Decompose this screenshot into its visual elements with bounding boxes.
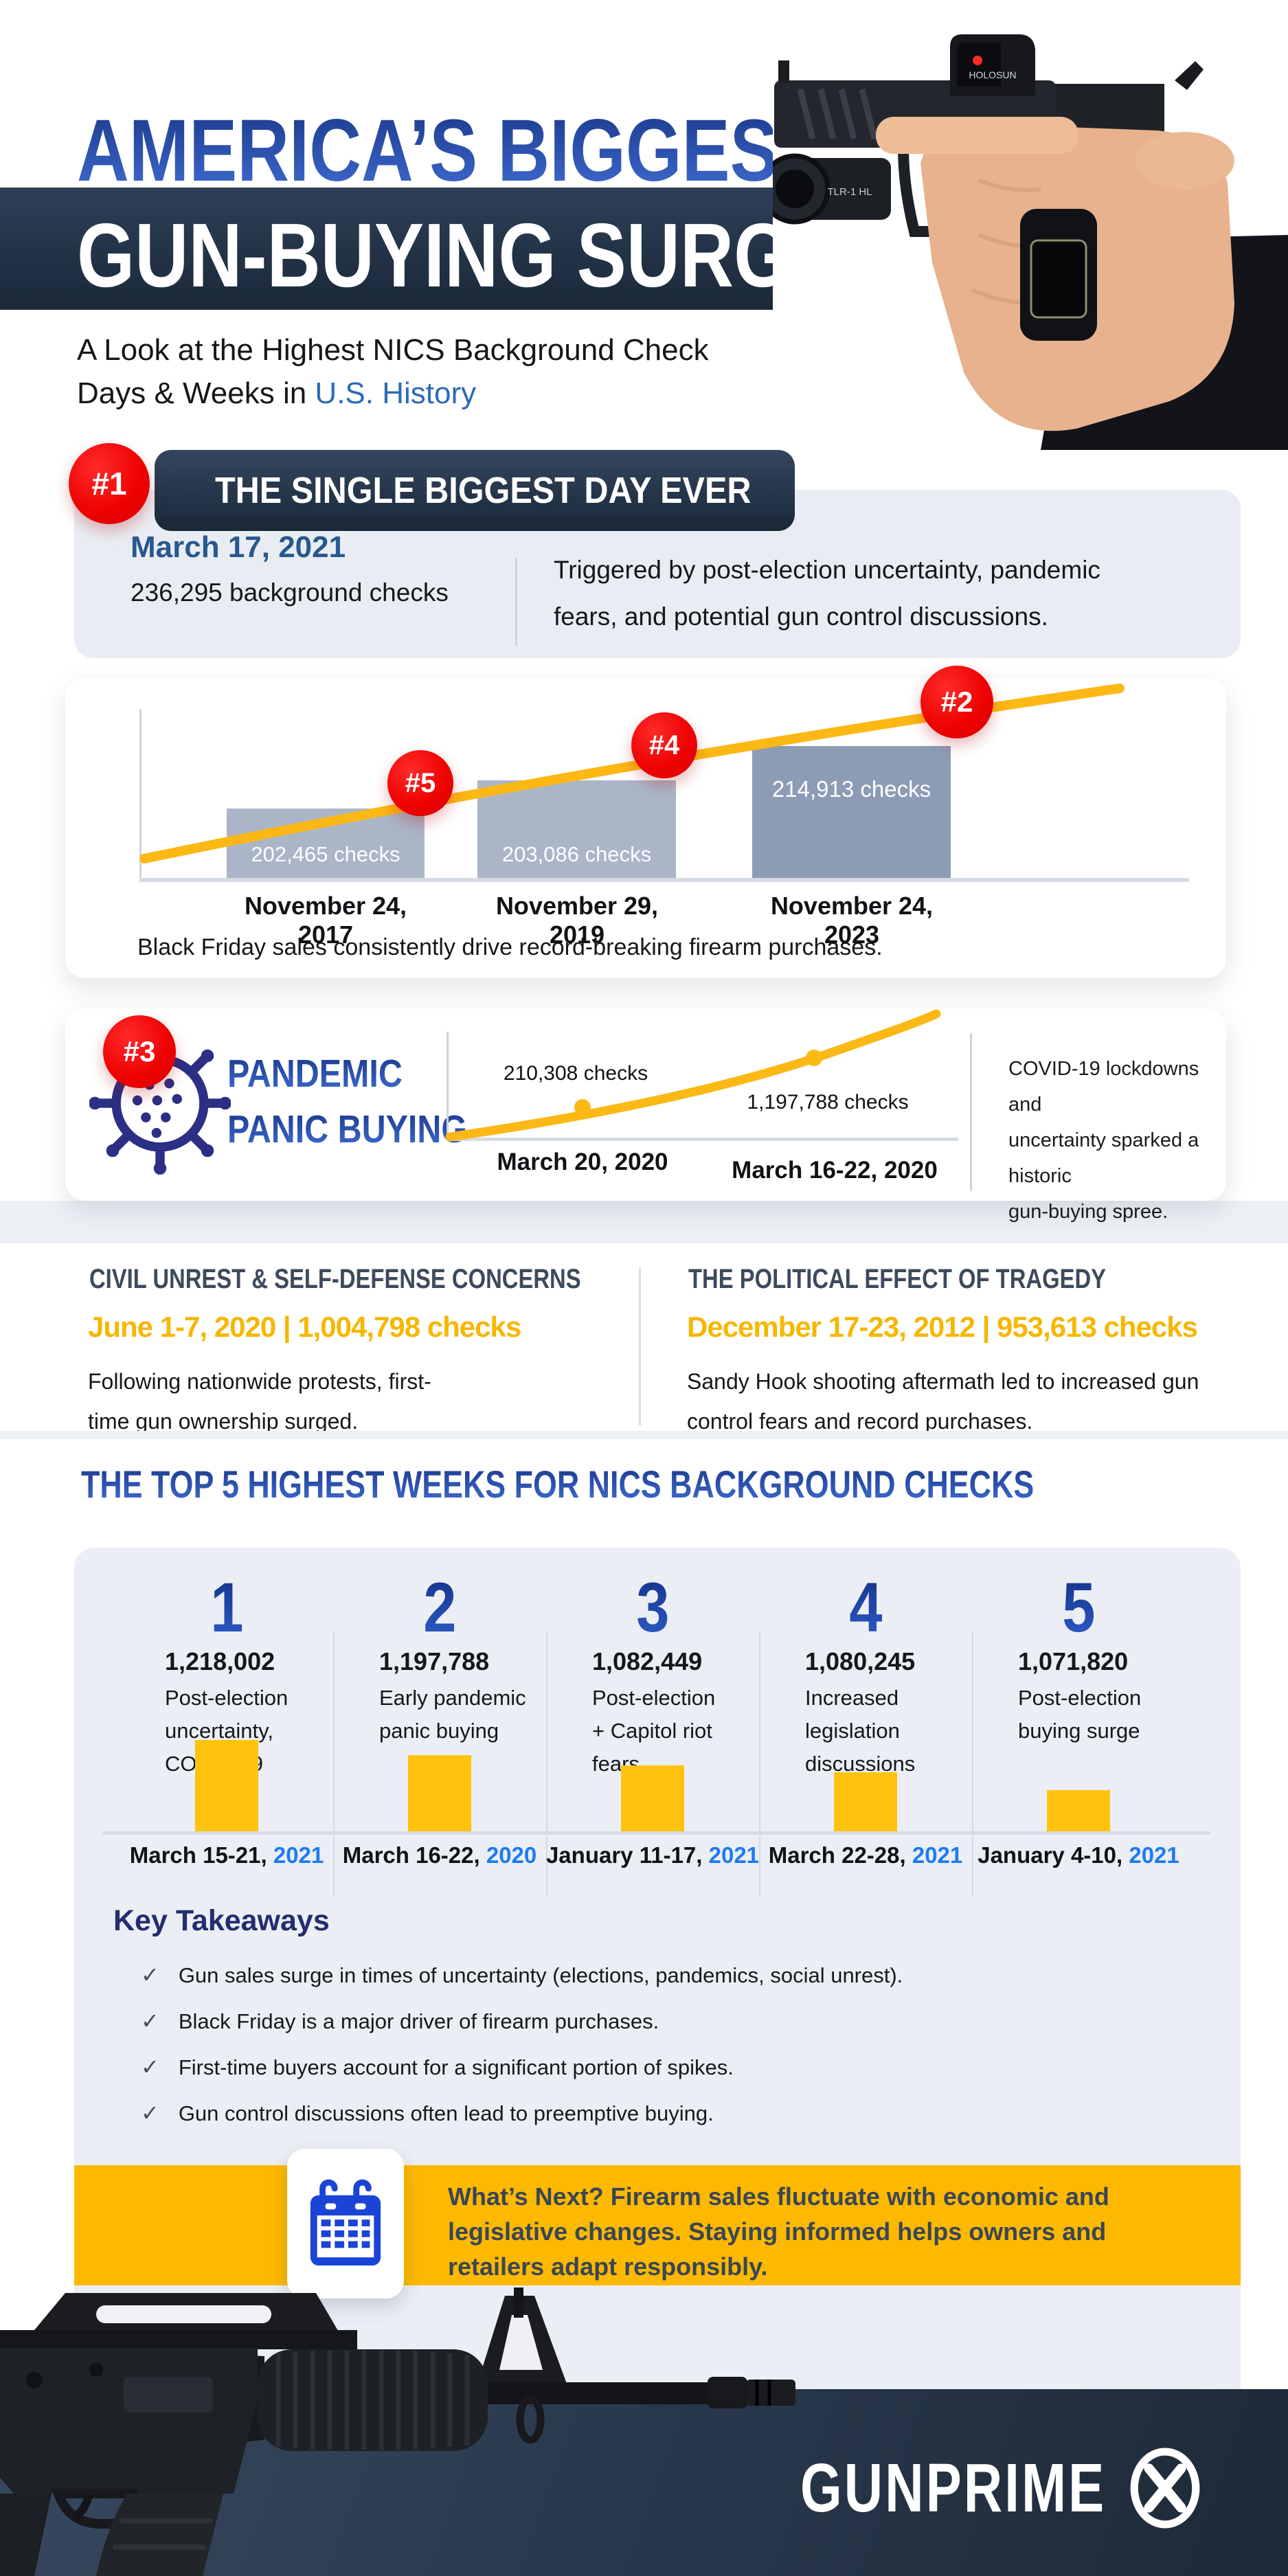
top5-rank-5: 5 — [1061, 1568, 1096, 1647]
sight-brand-label: HOLOSUN — [969, 69, 1016, 80]
top5-bar-5 — [1047, 1790, 1110, 1831]
check-icon: ✓ — [141, 2055, 159, 2079]
pandemic-point1-label: 210,308 checks — [503, 1062, 648, 1085]
bf-date-2019: November 29, 2019 — [495, 892, 659, 949]
rank-5-badge: #5 — [387, 750, 453, 816]
top5-col-2: 1,197,788 Early pandemic panic buying — [379, 1647, 526, 1743]
top5-date-4: March 22-28, 2021 — [768, 1842, 963, 1868]
top5-col-3: 1,082,449 Post-election + Capitol riot fea… — [592, 1647, 716, 1776]
top5-date-1: March 15-21, 2021 — [129, 1842, 324, 1868]
top5-bar-2 — [408, 1755, 471, 1831]
takeaway-item-2: ✓ Black Friday is a major driver of firea… — [141, 2009, 659, 2033]
event-right-stat: December 17-23, 2012 | 953,613 checks — [687, 1311, 1198, 1343]
pandemic-y-axis — [447, 1032, 449, 1140]
brand-icon — [1130, 2448, 1200, 2529]
bf-bar-2023-label: 214,913 checks — [771, 776, 931, 802]
pistol-illustration: TLR-1 HL HOLOSUN — [759, 34, 1288, 450]
section-gap-strip — [0, 1201, 1288, 1243]
takeaway-item-3: ✓ First-time buyers account for a signifi… — [141, 2055, 734, 2079]
rifle-illustration — [0, 2287, 795, 2576]
calendar-icon — [310, 2179, 381, 2266]
brand-name: GUNPRIME — [800, 2449, 1107, 2527]
pandemic-card: PANDEMIC PANIC BUYING 210,308 checks 1,1… — [65, 1008, 1226, 1223]
events-divider — [639, 1267, 641, 1425]
page-title-line1: AMERICA’S BIGGEST — [77, 102, 822, 200]
whats-next-banner — [74, 2165, 1241, 2285]
subtitle-line1: A Look at the Highest NICS Background Ch… — [77, 333, 709, 367]
takeaway-item-4: ✓ Gun control discussions often lead to p… — [141, 2101, 714, 2125]
top5-bar-3 — [621, 1765, 684, 1831]
pandemic-point1-date: March 20, 2020 — [497, 1149, 668, 1175]
check-icon: ✓ — [141, 2009, 159, 2033]
single-day-date: March 17, 2021 — [131, 530, 346, 564]
bf-bar-2019-label: 203,086 checks — [501, 842, 652, 866]
bf-bar-2023: 214,913 checks — [752, 746, 951, 878]
whats-next-text: What’s Next? Firearm sales fluctuate wit… — [448, 2182, 1109, 2281]
page-title-line2: GUN-BUYING SURGES — [77, 205, 891, 306]
rank-2-badge: #2 — [920, 666, 993, 738]
check-icon: ✓ — [141, 1963, 159, 1987]
black-friday-card: 202,465 checks 203,086 checks 214,913 ch… — [65, 679, 1226, 978]
top5-col-4: 1,080,245 Increased legislation discussion… — [805, 1647, 916, 1776]
top5-rank-2: 2 — [422, 1568, 457, 1647]
event-right-heading: THE POLITICAL EFFECT OF TRAGEDY — [688, 1264, 1107, 1294]
single-day-stat: 236,295 background checks — [131, 578, 449, 607]
rifle-photo — [0, 2287, 824, 2576]
event-left-body: Following nationwide protests, first- ti… — [88, 1369, 431, 1434]
pandemic-point2-label: 1,197,788 checks — [747, 1091, 909, 1114]
subtitle-line2: Days & Weeks in U.S. History — [77, 376, 477, 410]
rank-1-badge: #1 — [69, 443, 150, 524]
bf-date-2023: November 24, 2023 — [770, 892, 934, 949]
single-day-pill: THE SINGLE BIGGEST DAY EVER — [155, 450, 795, 531]
top5-col-5: 1,071,820 Post-election buying surge — [1018, 1647, 1142, 1743]
bf-bar-2017-label: 202,465 checks — [251, 842, 400, 866]
rank-4-badge: #4 — [631, 712, 697, 778]
section-gap-strip-2 — [0, 1431, 1288, 1439]
takeaway-item-1: ✓ Gun sales surge in times of uncertainty… — [141, 1963, 903, 1987]
event-right-body: Sandy Hook shooting aftermath led to inc… — [687, 1369, 1199, 1434]
top5-date-3: January 11-17, 2021 — [545, 1842, 760, 1868]
top5-date-5: January 4-10, 2021 — [978, 1842, 1179, 1868]
subtitle: A Look at the Highest NICS Background Ch… — [77, 328, 709, 415]
top5-date-2: March 16-22, 2020 — [342, 1842, 537, 1868]
pandemic-divider — [970, 1033, 972, 1191]
top5-rank-4: 4 — [848, 1568, 883, 1647]
single-day-pill-title: THE SINGLE BIGGEST DAY EVER — [215, 470, 752, 511]
top5-baseline — [103, 1831, 1210, 1835]
top5-separator-2 — [546, 1631, 547, 1896]
pistol-photo: TLR-1 HL HOLOSUN — [759, 15, 1288, 450]
pandemic-title: PANDEMIC PANIC BUYING — [227, 1052, 468, 1151]
bf-baseline — [139, 878, 1189, 882]
bf-date-2017: November 24, 2017 — [244, 892, 407, 949]
top5-separator-1 — [333, 1631, 335, 1896]
bf-bar-2017: 202,465 checks — [227, 809, 425, 878]
top5-bar-4 — [834, 1772, 897, 1831]
event-left-heading: CIVIL UNREST & SELF-DEFENSE CONCERNS — [89, 1264, 581, 1294]
pandemic-baseline — [447, 1138, 958, 1141]
light-brand-label: TLR-1 HL — [827, 186, 872, 198]
single-day-divider — [515, 558, 517, 646]
check-icon: ✓ — [141, 2101, 159, 2125]
top5-separator-4 — [972, 1631, 973, 1896]
rank-3-badge: #3 — [103, 1015, 176, 1088]
single-day-desc: Triggered by post-election uncertainty, … — [554, 556, 1100, 631]
top5-rank-3: 3 — [635, 1568, 670, 1647]
brand-logo: GUNPRIME — [800, 2445, 1204, 2531]
top5-bar-1 — [195, 1740, 258, 1831]
takeaways-title: Key Takeaways — [113, 1904, 330, 1937]
bf-y-axis — [139, 709, 142, 879]
pandemic-line — [445, 1009, 941, 1142]
bf-bar-2019: 203,086 checks — [477, 780, 676, 878]
top5-rank-1: 1 — [210, 1568, 244, 1647]
calendar-tile — [287, 2149, 404, 2298]
pandemic-note: COVID-19 lockdowns and uncertainty spark… — [1008, 1058, 1199, 1223]
event-left-stat: June 1-7, 2020 | 1,004,798 checks — [88, 1311, 521, 1343]
bf-caption: Black Friday sales consistently drive re… — [137, 934, 883, 960]
pandemic-point2-date: March 16-22, 2020 — [732, 1157, 938, 1184]
top5-separator-3 — [759, 1631, 760, 1896]
top5-heading: THE TOP 5 HIGHEST WEEKS FOR NICS BACKGRO… — [81, 1462, 1035, 1506]
subtitle-highlight: U.S. History — [315, 376, 477, 410]
